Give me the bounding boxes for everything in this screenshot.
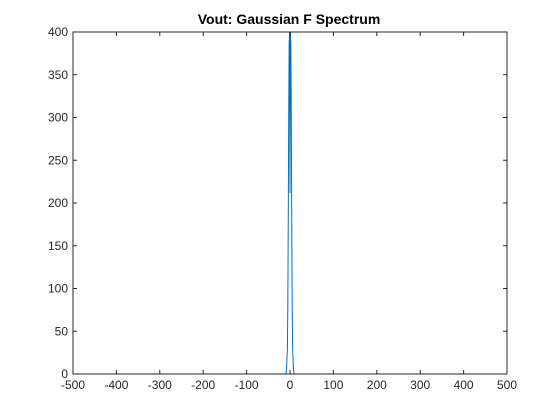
x-tick-label: -300: [148, 378, 172, 392]
y-tick-label: 150: [48, 239, 68, 253]
ticks-layer: -500 -400 -300 -200 -100 0 100 200 300 400 500 0 50 1…: [48, 25, 517, 392]
x-tick-label: 500: [497, 378, 517, 392]
y-tick-label: 50: [55, 324, 69, 338]
data-layer: [73, 31, 507, 375]
x-tick-label: 100: [323, 378, 343, 392]
y-tick-label: 300: [48, 111, 68, 125]
series-line-0: [73, 31, 507, 375]
y-tick-label: 100: [48, 282, 68, 296]
y-tick-label: 250: [48, 153, 68, 167]
axes-box: [72, 31, 508, 375]
y-tick-label: 400: [48, 25, 68, 39]
y-tick-label: 0: [61, 367, 68, 381]
y-tick-label: 350: [48, 68, 68, 82]
x-tick-label: 200: [367, 378, 387, 392]
x-tick-label: 0: [287, 378, 294, 392]
x-tick-label: -400: [104, 378, 128, 392]
x-tick-label: -500: [61, 378, 85, 392]
x-tick-label: 300: [410, 378, 430, 392]
x-tick-label: -100: [235, 378, 259, 392]
x-tick-label: -200: [191, 378, 215, 392]
y-tick-label: 200: [48, 196, 68, 210]
x-tick-label: 400: [454, 378, 474, 392]
chart-title: Vout: Gaussian F Spectrum: [198, 11, 381, 27]
